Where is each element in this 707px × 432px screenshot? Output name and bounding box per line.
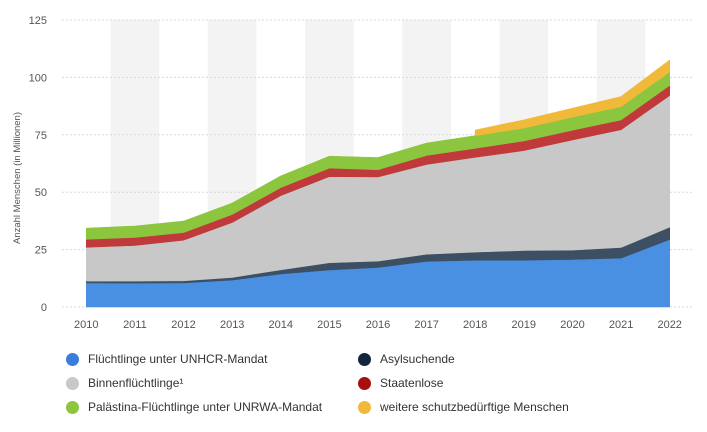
stacked-areas (86, 59, 670, 308)
legend-dot-unrwa (66, 400, 79, 414)
y-tick-label: 100 (29, 72, 47, 84)
legend-item-weitere[interactable]: weitere schutzbedürftige Menschen (358, 400, 569, 414)
legend-item-asylsuchende[interactable]: Asylsuchende (358, 352, 455, 366)
legend-dot-asylsuchende (358, 352, 371, 366)
chart: 0 25 50 75 100 125 2010 2011 2012 2013 2014 2015 20… (12, 15, 694, 331)
legend-label-weitere: weitere schutzbedürftige Menschen (380, 400, 569, 414)
legend-label-binnenfluechtlinge: Binnenflüchtlinge¹ (88, 376, 184, 390)
x-tick-label: 2012 (171, 319, 195, 331)
legend-dot-weitere (358, 400, 371, 414)
x-tick-label: 2018 (463, 319, 487, 331)
legend: Flüchtlinge unter UNHCR-Mandat Asylsuche… (66, 352, 666, 428)
series-area[interactable] (474, 59, 670, 136)
x-tick-label: 2016 (366, 319, 390, 331)
x-tick-label: 2011 (123, 319, 147, 331)
legend-label-unhcr: Flüchtlinge unter UNHCR-Mandat (88, 352, 268, 366)
legend-label-staatenlose: Staatenlose (380, 376, 444, 390)
x-tick-label: 2022 (657, 319, 681, 331)
x-tick-label: 2013 (220, 319, 244, 331)
legend-label-asylsuchende: Asylsuchende (380, 352, 455, 366)
legend-dot-binnenfluechtlinge (66, 376, 79, 390)
legend-item-staatenlose[interactable]: Staatenlose (358, 376, 443, 390)
legend-item-unhcr[interactable]: Flüchtlinge unter UNHCR-Mandat (66, 352, 267, 366)
x-tick-label: 2021 (609, 319, 633, 331)
x-tick-label: 2020 (560, 319, 584, 331)
x-tick-label: 2014 (269, 319, 293, 331)
legend-dot-unhcr (66, 352, 79, 366)
y-axis-ticks: 0 25 50 75 100 125 (29, 15, 47, 314)
y-tick-label: 25 (35, 245, 47, 257)
x-tick-label: 2010 (74, 319, 98, 331)
x-tick-label: 2019 (512, 319, 536, 331)
x-tick-label: 2017 (414, 319, 438, 331)
y-tick-label: 50 (35, 187, 47, 199)
series-area[interactable] (86, 71, 670, 240)
y-tick-label: 125 (29, 15, 47, 27)
legend-label-unrwa: Palästina-Flüchtlinge unter UNRWA-Mandat (88, 400, 323, 414)
x-axis-ticks: 2010 2011 2012 2013 2014 2015 2016 2017 2018 2019… (74, 319, 682, 331)
y-axis-title: Anzahl Menschen (in Millionen) (12, 112, 23, 244)
legend-item-binnenfluechtlinge[interactable]: Binnenflüchtlinge¹ (66, 376, 183, 390)
legend-dot-staatenlose (358, 376, 371, 390)
y-tick-label: 0 (41, 302, 47, 314)
y-tick-label: 75 (35, 130, 47, 142)
legend-item-unrwa[interactable]: Palästina-Flüchtlinge unter UNRWA-Mandat (66, 400, 322, 414)
x-tick-label: 2015 (317, 319, 341, 331)
